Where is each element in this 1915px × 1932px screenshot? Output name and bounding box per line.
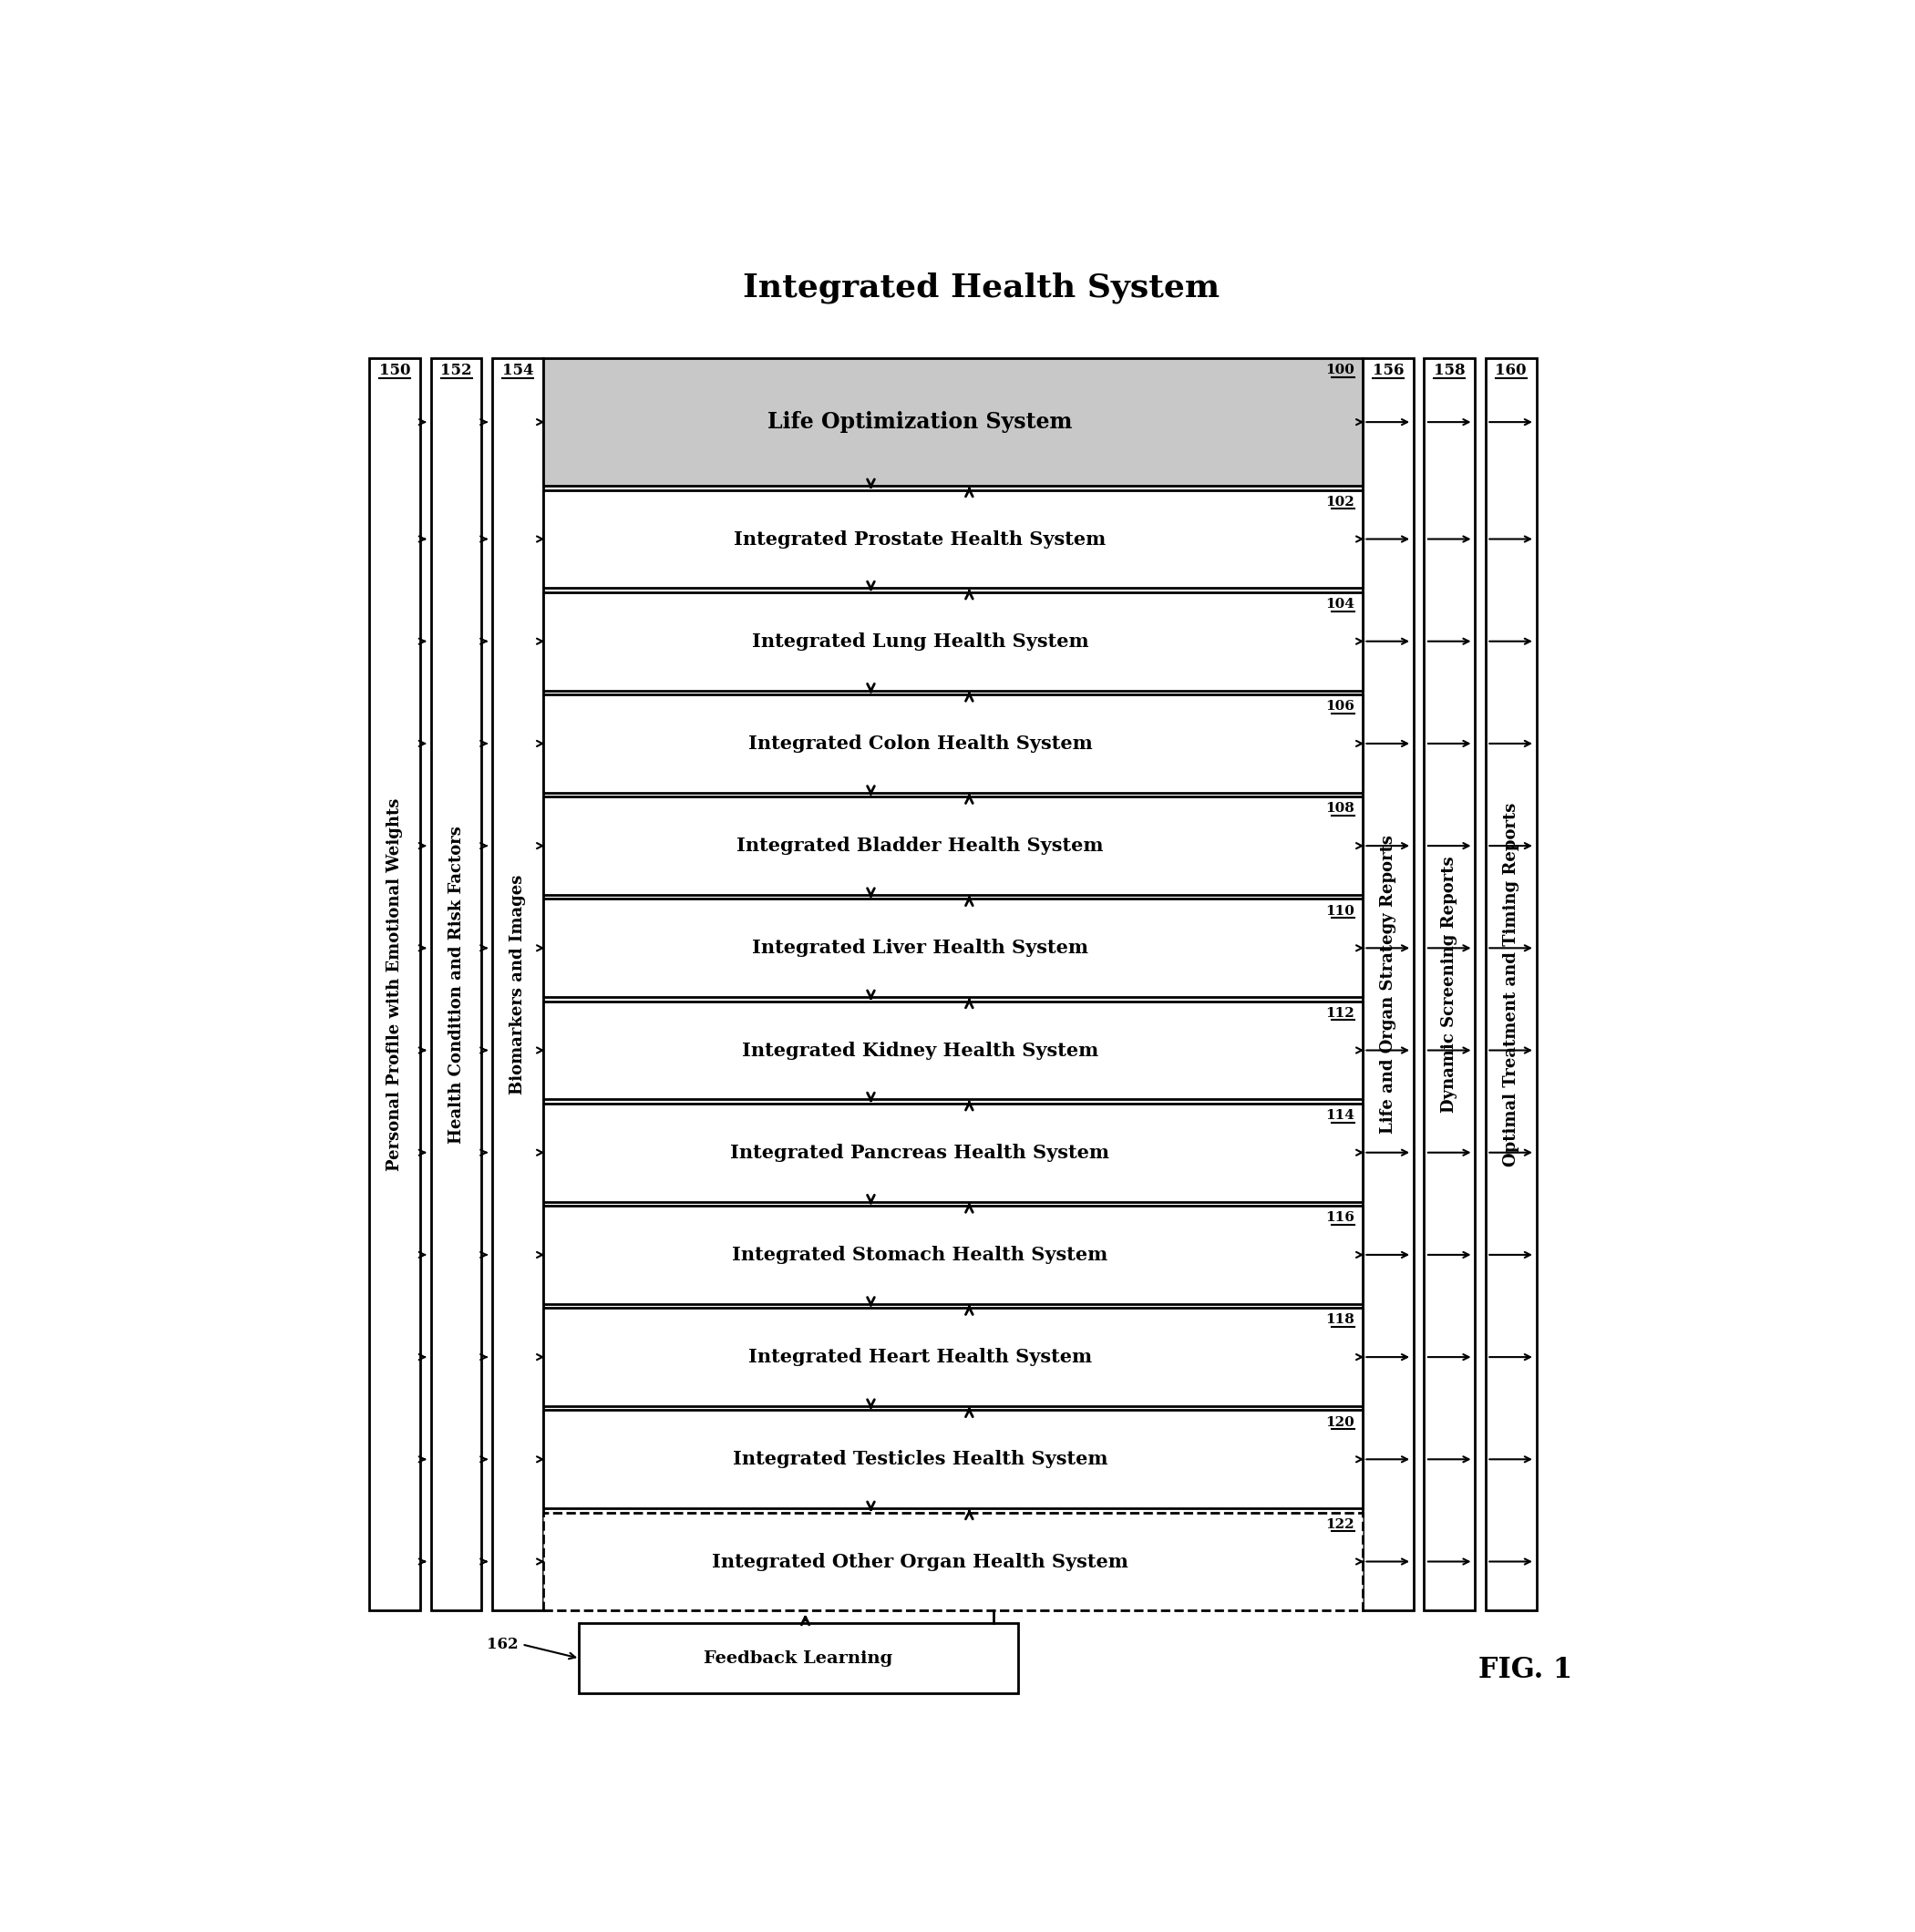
Text: 150: 150 — [379, 363, 410, 379]
Bar — [544, 898, 1363, 997]
Text: 102: 102 — [1325, 495, 1354, 508]
Bar — [544, 1513, 1363, 1611]
Bar — [492, 357, 544, 1611]
Text: Integrated Liver Health System: Integrated Liver Health System — [753, 939, 1088, 956]
Text: 116: 116 — [1325, 1211, 1354, 1225]
Text: Integrated Colon Health System: Integrated Colon Health System — [749, 734, 1092, 753]
Text: 158: 158 — [1434, 363, 1465, 379]
Bar — [544, 591, 1363, 690]
Bar — [544, 491, 1363, 587]
Text: 106: 106 — [1325, 699, 1354, 713]
Bar — [544, 1410, 1363, 1509]
Text: Integrated Health System: Integrated Health System — [743, 272, 1220, 303]
Text: Life Optimization System: Life Optimization System — [768, 412, 1072, 433]
Bar — [431, 357, 483, 1611]
Bar — [578, 1623, 1019, 1694]
Text: 118: 118 — [1325, 1314, 1354, 1325]
Text: 100: 100 — [1325, 363, 1354, 377]
Text: Health Condition and Risk Factors: Health Condition and Risk Factors — [448, 825, 465, 1144]
Bar — [1486, 357, 1536, 1611]
Bar — [544, 1308, 1363, 1406]
Text: Integrated Bladder Health System: Integrated Bladder Health System — [737, 837, 1103, 856]
Bar — [544, 1206, 1363, 1304]
Text: Integrated Pancreas Health System: Integrated Pancreas Health System — [730, 1144, 1109, 1161]
Text: Feedback Learning: Feedback Learning — [705, 1650, 892, 1667]
Text: Optimal Treatment and Timing Reports: Optimal Treatment and Timing Reports — [1503, 802, 1519, 1167]
Text: 104: 104 — [1325, 597, 1354, 611]
Text: Integrated Kidney Health System: Integrated Kidney Health System — [741, 1041, 1099, 1059]
Text: Integrated Testicles Health System: Integrated Testicles Health System — [733, 1451, 1107, 1468]
Bar — [544, 694, 1363, 792]
Text: Biomarkers and Images: Biomarkers and Images — [509, 875, 527, 1094]
Text: Integrated Stomach Health System: Integrated Stomach Health System — [732, 1246, 1109, 1264]
Text: 120: 120 — [1325, 1416, 1354, 1428]
Text: FIG. 1: FIG. 1 — [1478, 1656, 1572, 1685]
Text: 112: 112 — [1325, 1007, 1354, 1020]
Bar — [1363, 357, 1413, 1611]
Text: Personal Profile with Emotional Weights: Personal Profile with Emotional Weights — [387, 798, 402, 1171]
Text: 110: 110 — [1325, 904, 1354, 918]
Text: Integrated Other Organ Health System: Integrated Other Organ Health System — [712, 1553, 1128, 1571]
Text: 152: 152 — [440, 363, 471, 379]
Text: 154: 154 — [502, 363, 534, 379]
Text: 114: 114 — [1325, 1109, 1354, 1122]
Bar — [544, 357, 1363, 487]
Text: Integrated Lung Health System: Integrated Lung Health System — [751, 632, 1088, 651]
Text: 156: 156 — [1373, 363, 1404, 379]
Text: Integrated Heart Health System: Integrated Heart Health System — [749, 1349, 1092, 1366]
Text: 160: 160 — [1496, 363, 1526, 379]
Bar — [1425, 357, 1475, 1611]
Text: Dynamic Screening Reports: Dynamic Screening Reports — [1442, 856, 1457, 1113]
Text: Integrated Prostate Health System: Integrated Prostate Health System — [733, 529, 1107, 549]
Bar — [544, 796, 1363, 895]
Text: 108: 108 — [1325, 802, 1354, 815]
Bar — [544, 1103, 1363, 1202]
Text: 162: 162 — [486, 1636, 519, 1652]
Bar — [544, 1001, 1363, 1099]
Bar — [370, 357, 419, 1611]
Text: Life and Organ Strategy Reports: Life and Organ Strategy Reports — [1381, 835, 1396, 1134]
Text: 122: 122 — [1325, 1519, 1354, 1530]
